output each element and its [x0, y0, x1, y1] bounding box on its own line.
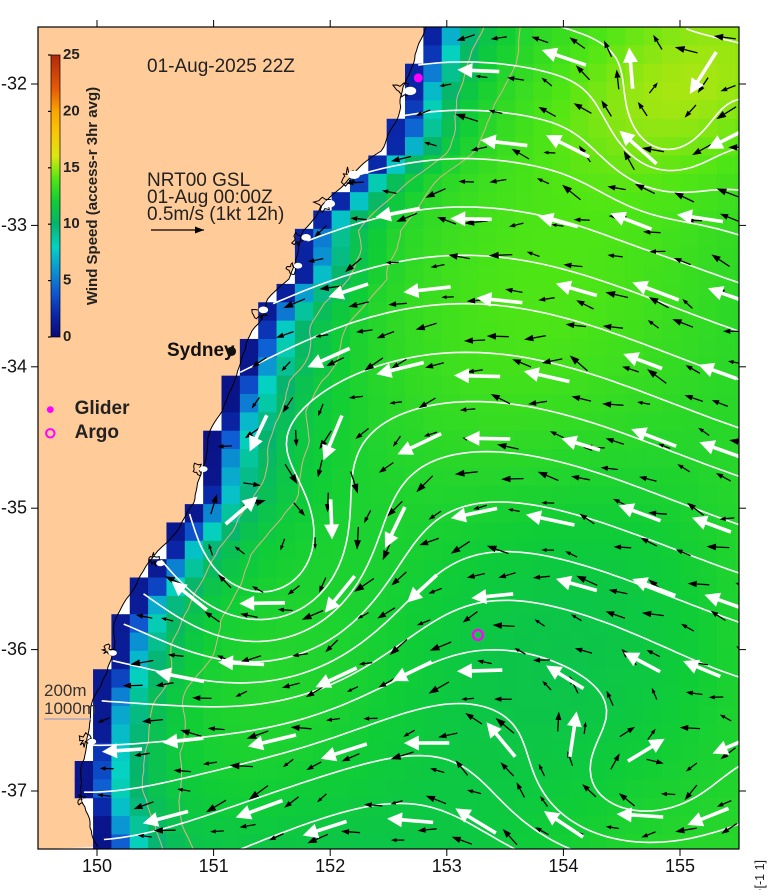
svg-text:5: 5 — [63, 272, 71, 289]
svg-text:© IMOS 04-Aug-2025 17:34 Hobar: © IMOS 04-Aug-2025 17:34 Hobart; Tscale=… — [753, 860, 767, 890]
svg-text:151: 151 — [199, 856, 229, 876]
svg-text:Argo: Argo — [75, 422, 119, 443]
svg-text:10: 10 — [63, 215, 80, 232]
svg-text:20: 20 — [63, 102, 80, 119]
svg-text:1000m: 1000m — [44, 699, 96, 718]
svg-text:200m: 200m — [44, 681, 87, 700]
svg-text:15: 15 — [63, 159, 80, 176]
svg-text:-35: -35 — [1, 498, 27, 518]
svg-text:-36: -36 — [1, 639, 27, 659]
svg-text:-34: -34 — [1, 356, 27, 376]
svg-text:01-Aug-2025 22Z: 01-Aug-2025 22Z — [147, 56, 295, 77]
svg-text:Glider: Glider — [75, 398, 131, 419]
svg-text:155: 155 — [665, 856, 695, 876]
svg-text:0: 0 — [63, 328, 71, 345]
svg-text:-37: -37 — [1, 781, 27, 801]
svg-text:-33: -33 — [1, 215, 27, 235]
svg-text:150: 150 — [82, 856, 112, 876]
svg-text:-32: -32 — [1, 74, 27, 94]
svg-text:152: 152 — [315, 856, 345, 876]
svg-text:153: 153 — [432, 856, 462, 876]
svg-text:154: 154 — [548, 856, 578, 876]
svg-text:0.5m/s (1kt 12h): 0.5m/s (1kt 12h) — [147, 204, 284, 225]
svg-text:Wind Speed (access-r 3hr avg): Wind Speed (access-r 3hr avg) — [84, 87, 101, 305]
svg-text:Sydney: Sydney — [167, 340, 235, 361]
svg-text:25: 25 — [63, 46, 80, 63]
